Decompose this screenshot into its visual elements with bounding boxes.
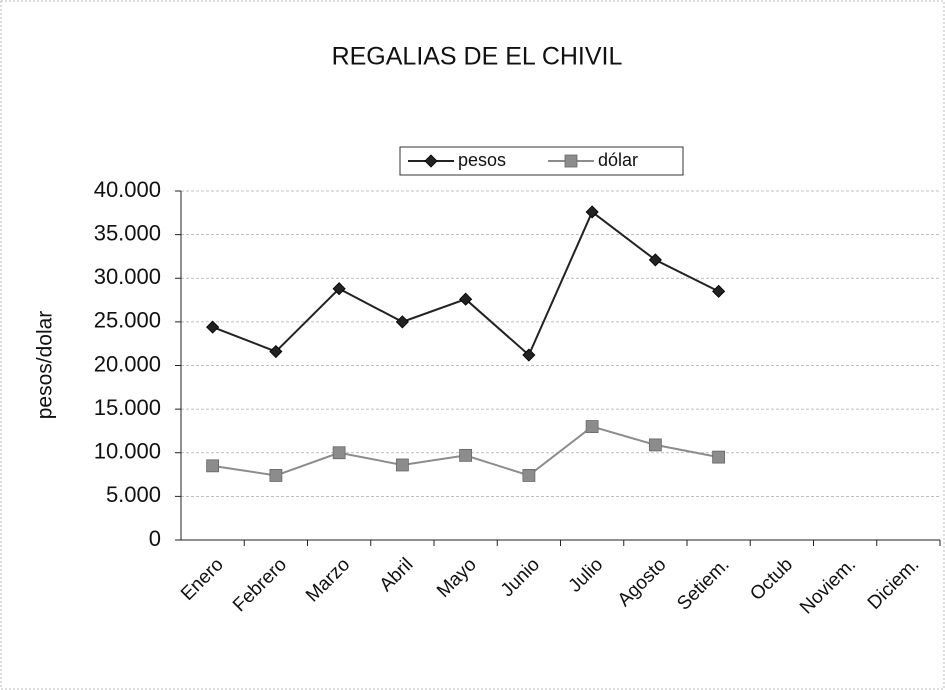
data-point — [206, 320, 220, 334]
data-point — [395, 315, 409, 329]
legend-marker — [424, 154, 438, 168]
data-point — [648, 253, 662, 267]
data-point — [269, 469, 283, 482]
data-point — [712, 450, 726, 464]
y-tick-label: 40.000 — [94, 177, 161, 202]
data-point — [459, 448, 473, 462]
data-point — [332, 446, 346, 460]
y-tick-label: 25.000 — [94, 308, 161, 333]
data-point — [332, 282, 346, 296]
data-point — [206, 459, 220, 473]
legend-label: pesos — [458, 150, 506, 170]
data-point — [585, 420, 599, 433]
y-tick-label: 20.000 — [94, 351, 161, 376]
y-tick-label: 15.000 — [94, 395, 161, 420]
data-point — [395, 458, 409, 472]
data-point — [269, 344, 283, 359]
y-tick-label: 35.000 — [94, 220, 161, 245]
y-tick-label: 5.000 — [106, 482, 161, 507]
data-point — [522, 469, 536, 482]
data-point — [585, 205, 599, 219]
data-point — [459, 292, 473, 306]
legend-marker — [564, 154, 578, 168]
data-point — [648, 438, 662, 452]
data-point — [522, 348, 536, 362]
chart-title: REGALIAS DE EL CHIVIL — [332, 43, 623, 71]
data-point — [712, 284, 726, 298]
y-tick-label: 10.000 — [94, 439, 161, 464]
y-tick-label: 30.000 — [94, 264, 161, 289]
legend-label: dólar — [598, 150, 638, 170]
y-axis-label: pesos/dolar — [34, 311, 57, 420]
y-tick-label: 0 — [149, 526, 161, 551]
